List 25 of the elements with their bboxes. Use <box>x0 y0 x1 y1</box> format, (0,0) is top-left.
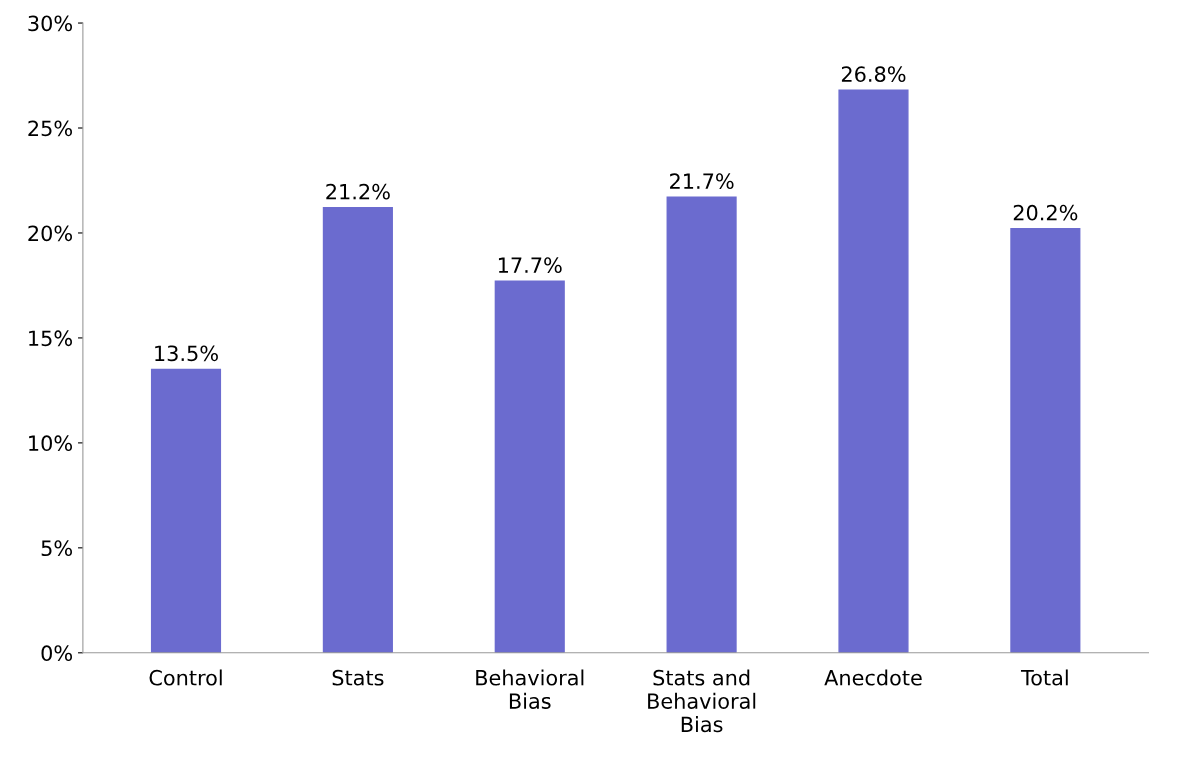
y-tick-label: 30% <box>28 15 73 32</box>
data-label: 26.8% <box>841 66 906 83</box>
bar <box>838 89 909 653</box>
x-tick-label: Total <box>1020 669 1068 686</box>
bar <box>1010 228 1081 653</box>
data-label: 20.2% <box>1013 204 1078 221</box>
y-tick-label: 20% <box>28 225 73 242</box>
x-tick-label: Control <box>149 669 222 686</box>
x-tick-label: Stats <box>332 669 384 686</box>
y-tick-label: 25% <box>28 120 73 137</box>
x-tick-label: Stats and Behavioral Bias <box>648 669 756 733</box>
y-tick-label: 5% <box>41 540 73 557</box>
data-label: 21.2% <box>326 183 390 200</box>
bar <box>322 207 393 653</box>
y-tick-label: 0% <box>41 645 73 662</box>
y-tick-label: 10% <box>29 435 73 452</box>
x-tick-label: Behavioral Bias <box>476 669 584 709</box>
bar <box>494 280 565 653</box>
bar <box>150 368 222 653</box>
data-label: 13.5% <box>155 345 218 362</box>
x-tick-label: Anecdote <box>824 669 922 686</box>
data-label: 17.7% <box>498 257 562 274</box>
y-tick-label: 15% <box>29 330 73 347</box>
data-label: 21.7% <box>670 173 734 190</box>
bar <box>666 196 737 653</box>
